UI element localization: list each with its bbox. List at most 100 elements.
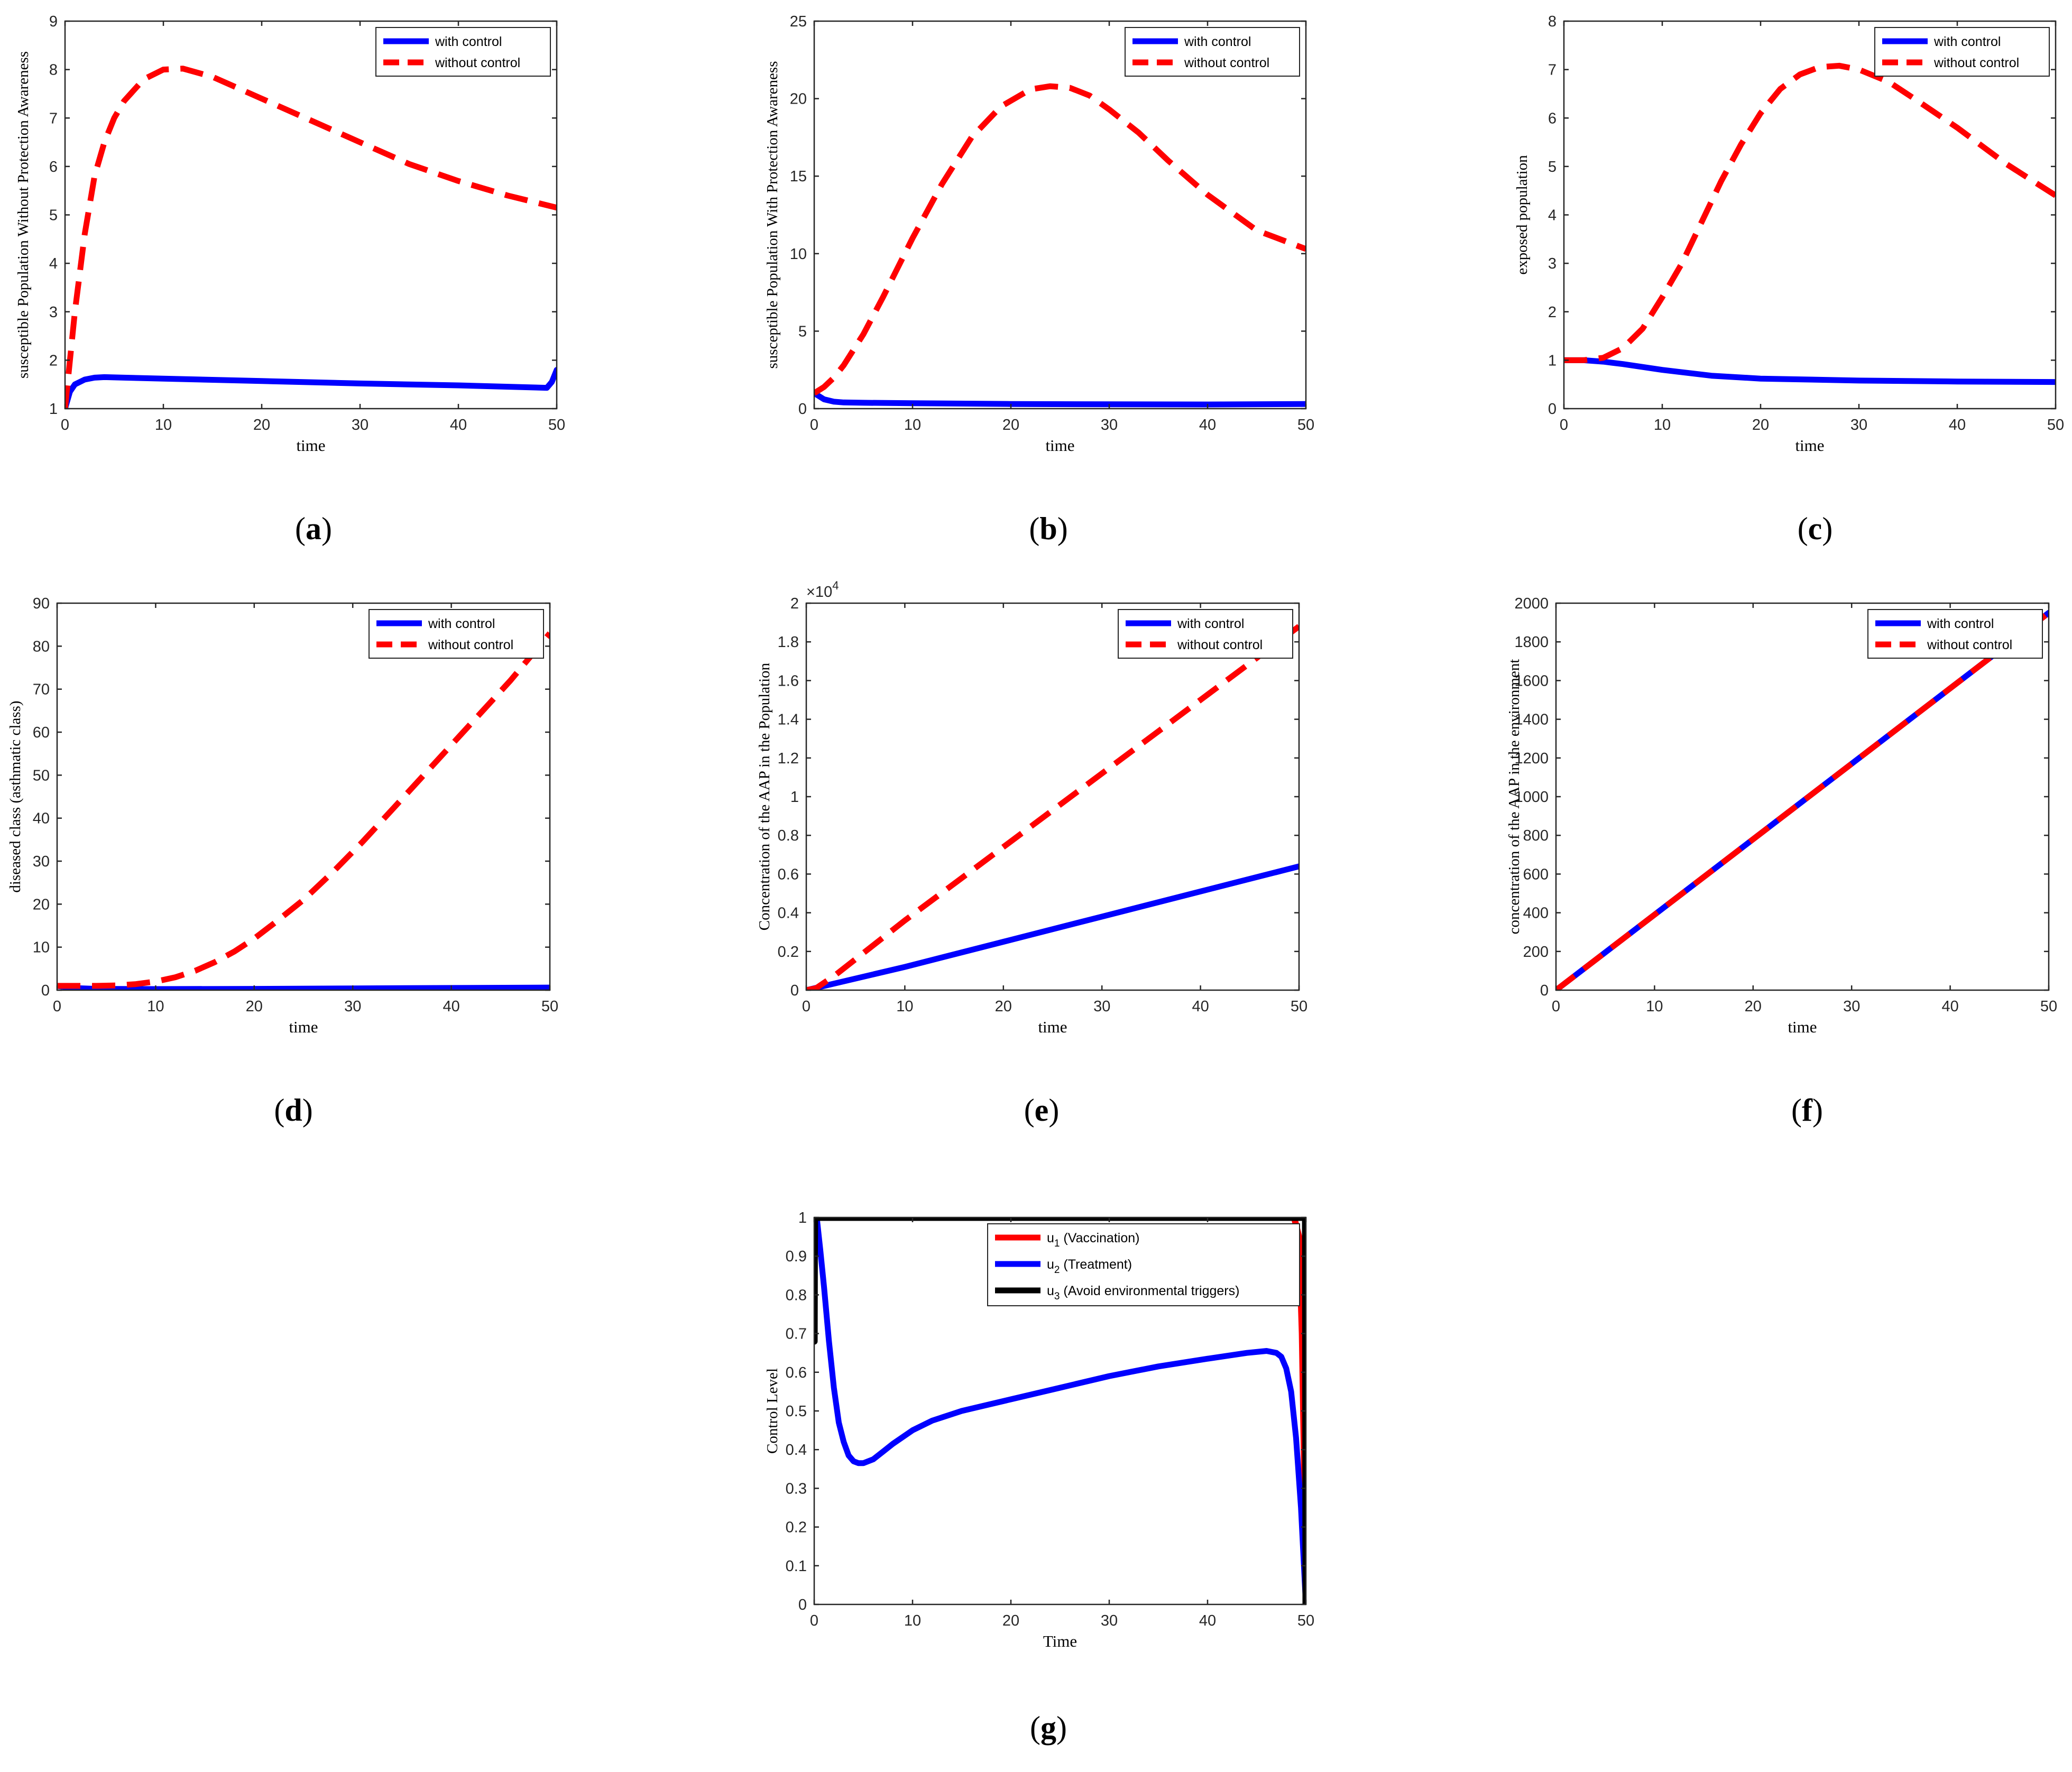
- y-tick-label: 1.4: [778, 712, 799, 728]
- series-line-with-control: [814, 390, 1306, 408]
- caption-letter: d: [284, 1093, 302, 1128]
- x-tick-label: 40: [443, 998, 459, 1015]
- legend-label-1: without control: [1927, 638, 2012, 652]
- x-tick-label: 20: [1745, 998, 1762, 1015]
- legend-label-1: without control: [435, 56, 520, 70]
- y-tick-label: 1.8: [778, 634, 799, 651]
- x-tick-label: 40: [1199, 417, 1216, 433]
- y-tick-label: 70: [33, 681, 50, 698]
- x-tick-label: 20: [246, 998, 263, 1015]
- x-tick-label: 20: [995, 998, 1012, 1015]
- caption-close: ): [302, 1093, 313, 1128]
- y-tick-label: 30: [33, 853, 50, 870]
- legend-box: [1874, 27, 2050, 77]
- panel-caption: (c): [1798, 511, 1833, 546]
- chart-panel-g: 0 10 20 30 40 50 0 0.1 0.2 0.3 0.4 0.5 0.6 0.7 0.8 0.9 1…: [764, 1210, 1314, 1745]
- y-tick-label: 5: [798, 323, 807, 340]
- legend-description: (Vaccination): [1060, 1231, 1139, 1245]
- y-exponent-label: ×104: [806, 579, 839, 601]
- series-line-u2-treatment-: [814, 1217, 1306, 1604]
- legend-label-2: u3 (Avoid environmental triggers): [1047, 1284, 1239, 1302]
- legend-label-1: without control: [1184, 56, 1269, 70]
- chart-panel-c: 0 10 20 30 40 50 0 1 2 3 4 5 6 7 8 time exposed populati…: [1514, 13, 2064, 546]
- panel-caption: (d): [274, 1093, 312, 1128]
- x-tick-label: 50: [1297, 1612, 1314, 1629]
- y-tick-label: 4: [49, 255, 58, 272]
- y-tick-label: 8: [49, 62, 58, 79]
- chart-panel-a: 0 10 20 30 40 50 1 2 3 4 5 6 7 8 9 time susceptible Popu…: [15, 13, 565, 546]
- x-tick-label: 0: [1560, 417, 1568, 433]
- x-tick-label: 10: [147, 998, 164, 1015]
- y-tick-label: 0: [1548, 401, 1557, 418]
- chart-panel-f: 0 10 20 30 40 50 0 200 400 600 800 1000 1200 1400 1600…: [1506, 595, 2057, 1128]
- x-tick-label: 30: [1101, 417, 1118, 433]
- x-tick-label: 50: [1291, 998, 1307, 1015]
- series-line-with-control: [806, 863, 1299, 990]
- x-tick-label: 50: [548, 417, 565, 433]
- x-tick-label: 50: [2047, 417, 2064, 433]
- legend-subscript: 1: [1054, 1238, 1060, 1249]
- legend-box: [1118, 609, 1293, 659]
- caption-open: (: [295, 511, 306, 546]
- x-axis-label: time: [289, 1018, 318, 1036]
- y-tick-label: 60: [33, 724, 50, 741]
- y-tick-label: 3: [49, 304, 58, 321]
- legend-label-1: without control: [1177, 638, 1263, 652]
- series-line-without-control: [806, 624, 1299, 990]
- y-tick-label: 40: [33, 810, 50, 827]
- series-line-without-control: [1564, 62, 2056, 363]
- legend: with control without control: [369, 609, 544, 659]
- legend: with control without control: [1125, 27, 1300, 77]
- x-tick-label: 20: [253, 417, 270, 433]
- caption-close: ): [321, 511, 332, 546]
- legend-label-0: with control: [1927, 616, 1994, 631]
- exponent-power: 4: [832, 579, 839, 592]
- y-axis-label: Control Level: [764, 1368, 781, 1454]
- legend-label-0: u1 (Vaccination): [1047, 1231, 1139, 1249]
- caption-letter: f: [1802, 1093, 1813, 1128]
- y-tick-label: 1: [790, 789, 799, 806]
- legend: with control without control: [375, 27, 551, 77]
- x-tick-label: 10: [1654, 417, 1671, 433]
- y-tick-label: 0: [798, 401, 807, 418]
- y-tick-label: 9: [49, 13, 58, 30]
- y-tick-label: 1600: [1514, 672, 1549, 689]
- x-axis-label: time: [1045, 436, 1074, 455]
- x-tick-label: 0: [810, 417, 818, 433]
- y-tick-label: 0.7: [786, 1326, 807, 1343]
- series-line-without-control: [57, 631, 550, 989]
- y-axis-label: diseased class (asthmatic class): [7, 700, 24, 892]
- x-tick-label: 0: [53, 998, 61, 1015]
- legend-box: [1125, 27, 1300, 77]
- y-tick-label: 4: [1548, 207, 1557, 224]
- y-axis-label: exposed population: [1514, 155, 1531, 275]
- legend-label-0: with control: [428, 616, 495, 631]
- caption-letter: a: [306, 511, 321, 546]
- y-tick-label: 0: [41, 982, 50, 999]
- axes-box: [1563, 20, 2057, 410]
- legend-label-0: with control: [1933, 34, 2001, 49]
- y-tick-label: 400: [1523, 905, 1549, 922]
- x-tick-label: 20: [1002, 417, 1019, 433]
- y-tick-label: 2: [49, 352, 58, 369]
- series-line-with-control: [1556, 610, 2049, 990]
- caption-close: ): [1812, 1093, 1823, 1128]
- y-tick-label: 600: [1523, 866, 1549, 883]
- y-tick-label: 10: [790, 246, 807, 263]
- legend-box: [369, 609, 544, 659]
- legend-box: [375, 27, 551, 77]
- y-tick-label: 0.8: [786, 1287, 807, 1304]
- x-tick-label: 30: [344, 998, 361, 1015]
- series-line-with-control: [1564, 357, 2056, 385]
- x-tick-label: 40: [1949, 417, 1966, 433]
- x-tick-label: 20: [1002, 1612, 1019, 1629]
- y-tick-label: 1: [1548, 352, 1557, 369]
- y-tick-label: 6: [49, 159, 58, 176]
- y-tick-label: 1.6: [778, 672, 799, 689]
- caption-open: (: [1798, 511, 1808, 546]
- legend-label-1: u2 (Treatment): [1047, 1257, 1132, 1276]
- x-tick-label: 40: [450, 417, 467, 433]
- y-tick-label: 1200: [1514, 750, 1549, 767]
- y-tick-label: 5: [49, 207, 58, 224]
- legend: with control without control: [1867, 609, 2043, 659]
